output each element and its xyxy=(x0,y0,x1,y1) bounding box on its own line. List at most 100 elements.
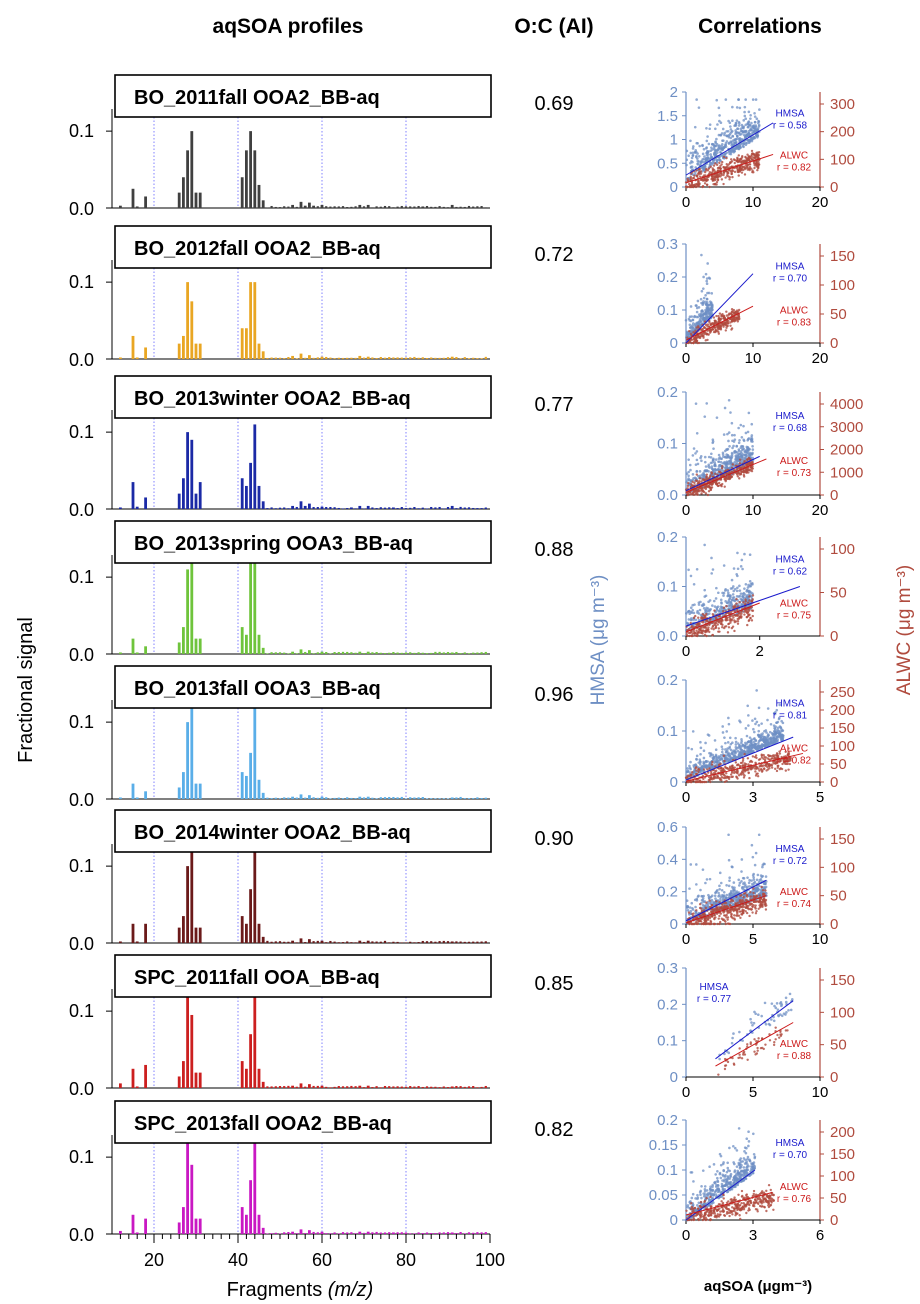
bar-mz-42 xyxy=(245,1068,248,1088)
hmsa-point xyxy=(711,441,715,445)
alwc-point xyxy=(714,176,718,179)
hmsa-point xyxy=(699,297,703,301)
bar-mz-85 xyxy=(425,1232,429,1234)
hmsa-point xyxy=(744,135,748,138)
alwc-point xyxy=(695,769,698,772)
hmsa-fit-line xyxy=(685,273,754,344)
bar-mz-26 xyxy=(177,1076,181,1088)
hmsa-point xyxy=(690,156,694,160)
alwc-point xyxy=(725,476,728,480)
bar-mz-45 xyxy=(257,923,261,943)
hmsa-point xyxy=(700,159,703,163)
y-tick-label: 0.1 xyxy=(69,422,94,442)
bar-mz-89 xyxy=(442,206,445,208)
alwc-point xyxy=(739,772,742,775)
alwc-point xyxy=(726,776,730,779)
bar-mz-79 xyxy=(400,652,403,654)
hmsa-fit-line xyxy=(685,586,801,627)
bar-mz-95 xyxy=(467,205,471,208)
alwc-point xyxy=(697,168,701,171)
alwc-point xyxy=(711,170,714,173)
bar-mz-68 xyxy=(354,798,357,799)
hmsa-point xyxy=(729,411,732,414)
bar-mz-82 xyxy=(413,206,416,208)
bar-mz-61 xyxy=(325,942,328,943)
hmsa-point xyxy=(696,315,700,319)
bar-mz-48 xyxy=(270,1233,273,1234)
bar-mz-67 xyxy=(350,942,353,943)
hmsa-point xyxy=(702,312,705,316)
alwc-point xyxy=(698,336,701,339)
hmsa-point xyxy=(698,314,702,318)
bar-mz-63 xyxy=(333,1086,336,1088)
bar-mz-26 xyxy=(177,1222,181,1234)
alwc-point xyxy=(706,323,710,326)
profile-title: SPC_2013fall OOA2_BB-aq xyxy=(134,1113,392,1135)
bar-mz-73 xyxy=(375,508,378,509)
bar-mz-97 xyxy=(476,941,479,943)
hmsa-point xyxy=(688,463,692,467)
hmsa-point xyxy=(691,324,694,327)
hmsa-point xyxy=(734,123,737,127)
hmsa-point xyxy=(710,572,713,575)
bar-mz-98 xyxy=(480,1232,483,1234)
bar-mz-88 xyxy=(438,506,441,509)
hmsa-point xyxy=(687,609,690,613)
hmsa-point xyxy=(704,741,707,745)
alwc-point xyxy=(738,600,741,604)
hmsa-point xyxy=(732,596,736,599)
alwc-point xyxy=(701,184,705,188)
hmsa-point xyxy=(717,453,721,457)
alwc-point xyxy=(713,325,716,329)
alwc-point xyxy=(705,169,708,172)
hmsa-point xyxy=(696,162,699,166)
alwc-r-annotation: r = 0.82 xyxy=(777,163,812,174)
alwc-point xyxy=(695,336,698,340)
alwc-point xyxy=(758,757,762,761)
alwc-tick-label: 0 xyxy=(830,628,838,645)
oc-value: 0.90 xyxy=(535,828,574,850)
hmsa-point xyxy=(743,456,746,460)
hmsa-point xyxy=(754,742,758,746)
alwc-point xyxy=(716,775,719,778)
bar-mz-42 xyxy=(245,923,248,943)
alwc-point xyxy=(721,464,724,468)
alwc-point xyxy=(732,605,735,608)
alwc-point xyxy=(720,467,724,470)
alwc-point xyxy=(698,779,702,782)
hmsa-point xyxy=(728,466,732,470)
bar-mz-97 xyxy=(476,206,479,208)
bar-mz-15 xyxy=(131,638,135,654)
alwc-point xyxy=(731,463,734,466)
alwc-point xyxy=(746,623,749,627)
hmsa-point xyxy=(768,736,772,740)
alwc-point xyxy=(744,600,748,603)
bar-mz-46 xyxy=(261,200,265,208)
bar-mz-74 xyxy=(379,652,382,654)
alwc-point xyxy=(754,153,758,156)
hmsa-point xyxy=(746,437,750,441)
alwc-point xyxy=(712,478,715,481)
bar-mz-54 xyxy=(295,653,298,654)
bar-mz-59 xyxy=(316,507,319,509)
alwc-point xyxy=(691,480,694,484)
hmsa-point xyxy=(779,725,782,729)
bar-mz-83 xyxy=(417,942,420,943)
hmsa-point xyxy=(711,604,714,607)
profile-title: BO_2012fall OOA2_BB-aq xyxy=(134,238,381,260)
hmsa-point xyxy=(735,106,739,109)
bar-mz-50 xyxy=(278,1086,282,1088)
bar-mz-86 xyxy=(430,652,433,654)
hmsa-point xyxy=(723,133,726,137)
bar-mz-78 xyxy=(396,357,399,359)
bar-mz-76 xyxy=(388,1232,391,1234)
hmsa-point xyxy=(704,594,708,598)
hmsa-point xyxy=(731,134,734,138)
alwc-point xyxy=(689,773,693,777)
hmsa-point xyxy=(685,331,689,335)
bar-mz-91 xyxy=(450,1232,454,1234)
hmsa-point xyxy=(738,584,741,588)
hmsa-tick-label: 0 xyxy=(670,179,678,196)
alwc-point xyxy=(698,175,702,178)
bar-mz-43 xyxy=(249,1034,252,1088)
